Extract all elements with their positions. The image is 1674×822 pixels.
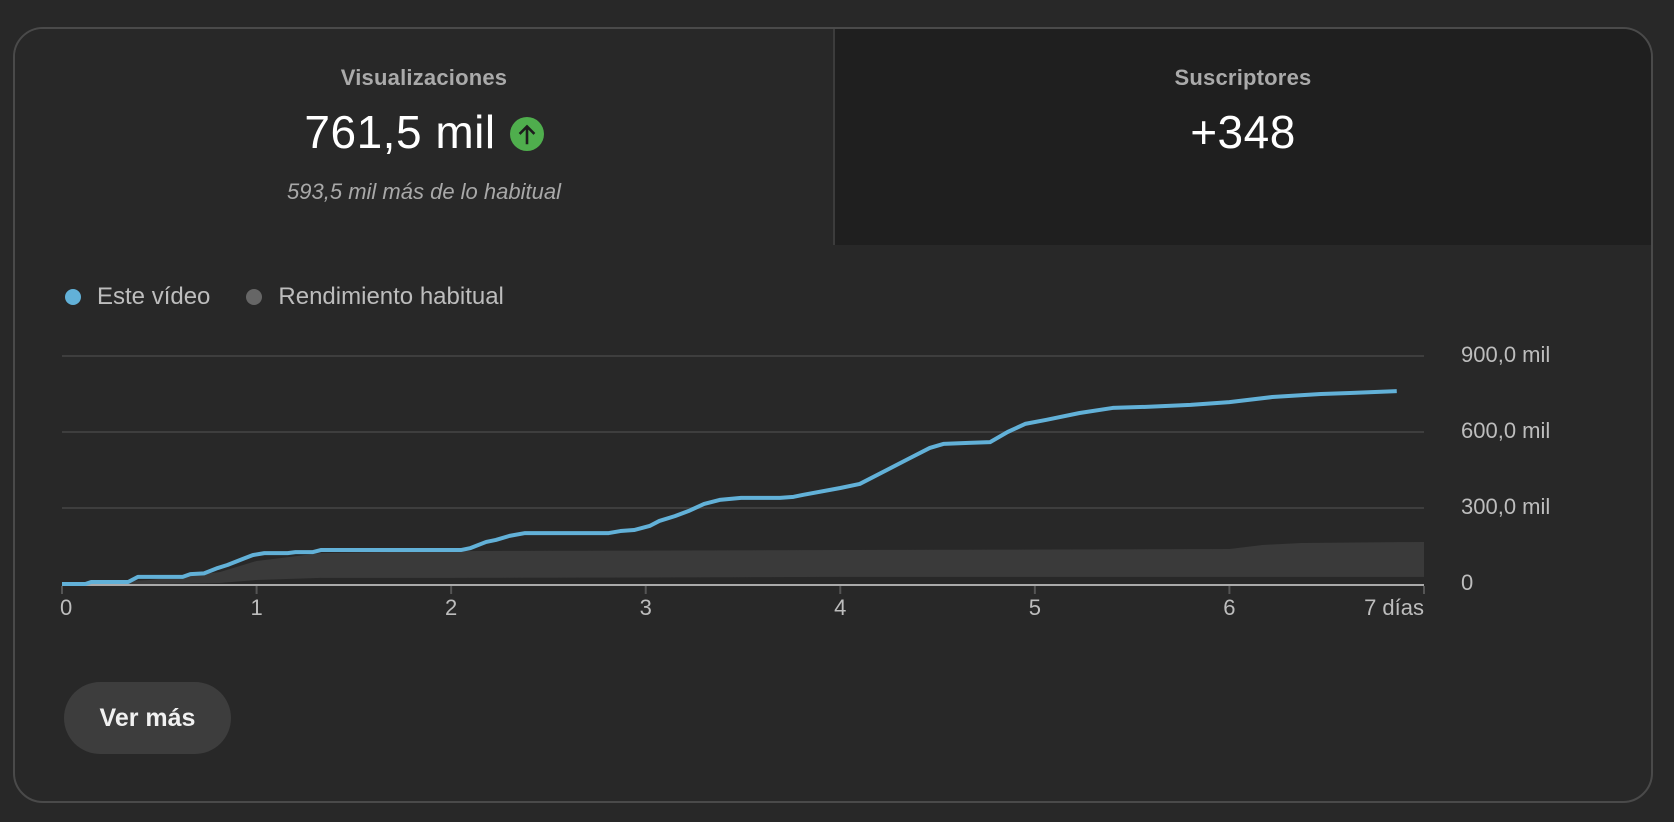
metric-subscribers-value: +348	[1190, 106, 1296, 158]
metric-subscribers-value-row: +348	[835, 105, 1651, 159]
metric-views-value-row: 761,5 mil	[15, 105, 833, 159]
metrics-header: Visualizaciones 761,5 mil 593,5 mil más …	[15, 29, 1651, 245]
metric-views-comparison: 593,5 mil más de lo habitual	[287, 179, 561, 204]
arrow-up-icon	[509, 117, 544, 151]
x-axis-label: 2	[445, 595, 458, 620]
x-axis-label: 5	[1028, 595, 1041, 620]
video-performance-card: Visualizaciones 761,5 mil 593,5 mil más …	[13, 27, 1653, 803]
y-axis-label: 0	[1461, 570, 1474, 595]
x-axis-label: 4	[834, 595, 847, 620]
typical-performance-band	[62, 541, 1424, 584]
x-axis-label: 3	[639, 595, 652, 620]
this-video-line	[62, 389, 1397, 586]
y-axis-label: 600,0 mil	[1461, 418, 1551, 443]
metric-views-title: Visualizaciones	[340, 65, 508, 90]
see-more-button[interactable]: Ver más	[64, 682, 231, 754]
y-axis-label: 900,0 mil	[1461, 342, 1551, 367]
chart-legend: Este vídeo Rendimiento habitual	[65, 283, 540, 311]
metric-subscribers-title: Suscriptores	[1174, 65, 1312, 90]
legend-dot-typical-performance	[246, 289, 263, 305]
x-axis-label: 0	[60, 595, 73, 620]
x-axis-label: 7 días	[1364, 595, 1424, 620]
views-line-chart[interactable]	[15, 29, 1651, 649]
legend-label-typical-performance: Rendimiento habitual	[278, 283, 504, 310]
metric-views-value: 761,5 mil	[304, 106, 496, 158]
legend-dot-this-video	[65, 289, 81, 305]
x-axis-label: 6	[1223, 595, 1236, 620]
legend-item-typical-performance: Rendimiento habitual	[246, 283, 504, 311]
legend-item-this-video: Este vídeo	[65, 283, 210, 311]
legend-label-this-video: Este vídeo	[97, 283, 211, 310]
y-axis-label: 300,0 mil	[1461, 494, 1551, 519]
x-axis-label: 1	[250, 595, 263, 620]
metric-subscribers[interactable]: Suscriptores +348	[833, 29, 1651, 245]
metric-views[interactable]: Visualizaciones 761,5 mil 593,5 mil más …	[15, 29, 833, 245]
